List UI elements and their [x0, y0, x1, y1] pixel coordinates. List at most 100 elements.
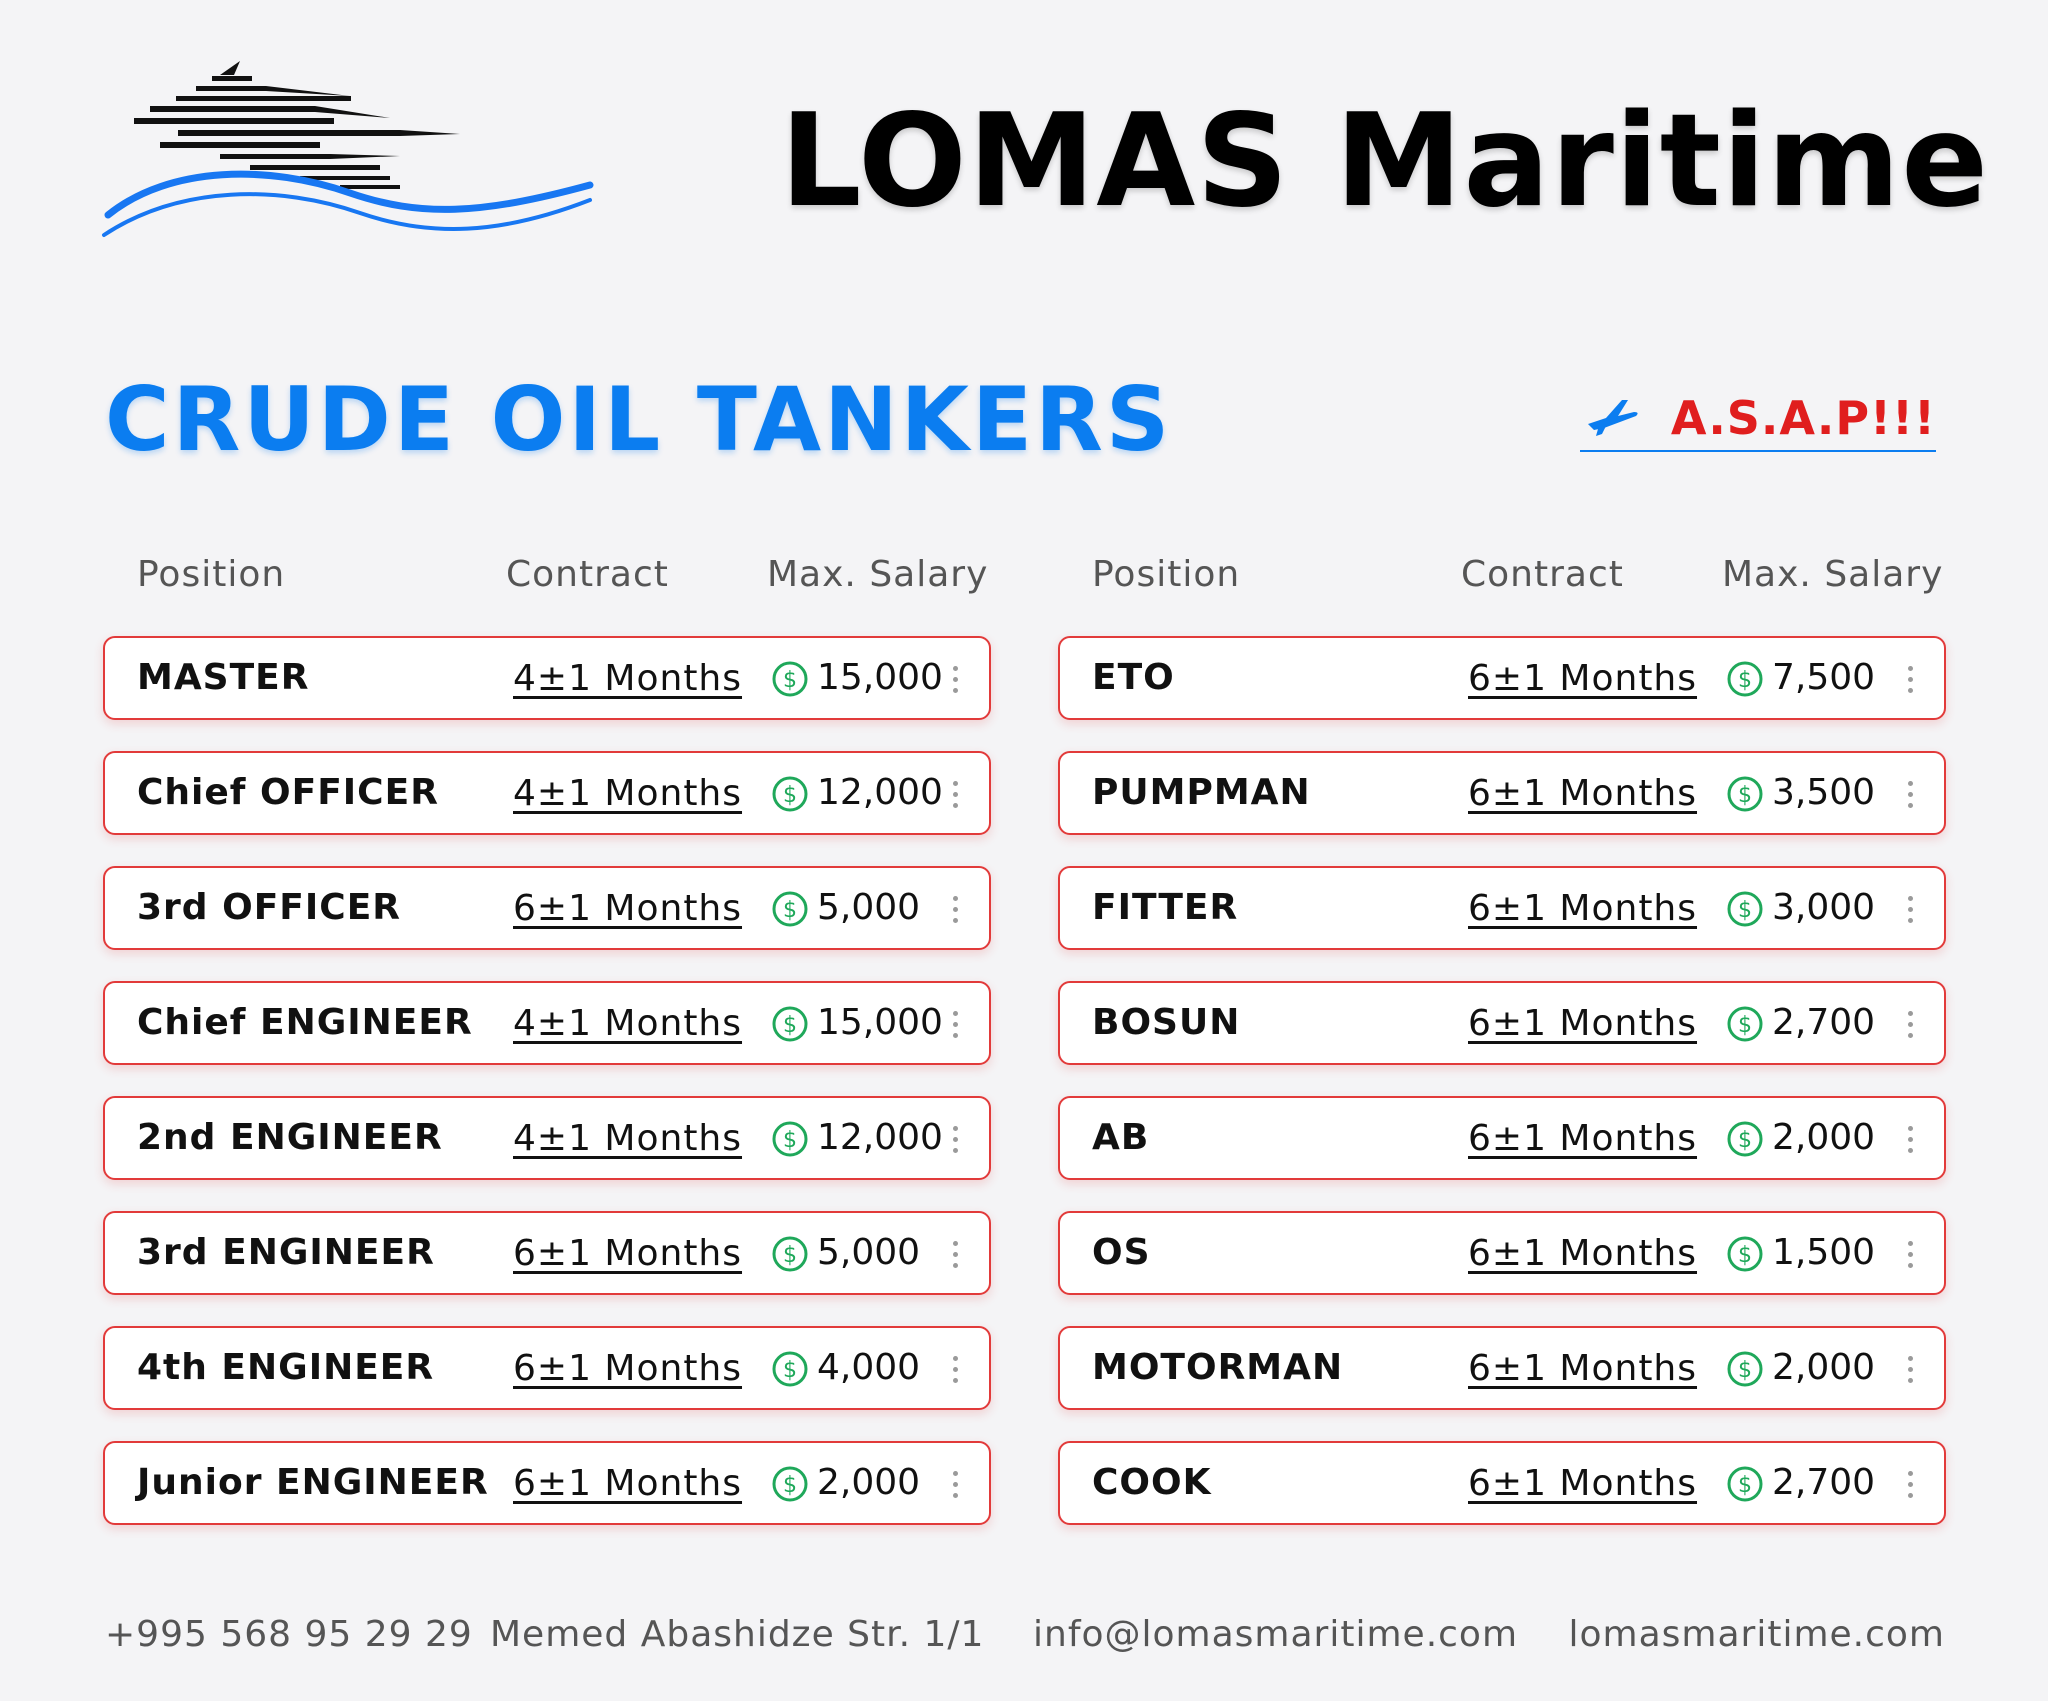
dollar-circle-icon: $	[771, 660, 809, 698]
job-row[interactable]: BOSUN 6±1 Months $2,700	[1058, 981, 1946, 1065]
more-options-icon[interactable]	[1906, 1241, 1914, 1269]
dollar-circle-icon: $	[771, 1120, 809, 1158]
dollar-circle-icon: $	[1726, 1005, 1764, 1043]
ship-on-waves-logo	[100, 55, 600, 255]
svg-text:$: $	[783, 668, 797, 693]
job-salary: 2,700	[1772, 1002, 1876, 1043]
dollar-circle-icon: $	[1726, 775, 1764, 813]
more-options-icon[interactable]	[1906, 896, 1914, 924]
job-position: MASTER	[137, 657, 310, 698]
more-options-icon[interactable]	[951, 1126, 959, 1154]
svg-text:$: $	[783, 1473, 797, 1498]
job-salary: 3,500	[1772, 772, 1876, 813]
asap-label: A.S.A.P!!!	[1670, 391, 1936, 445]
job-row[interactable]: MASTER 4±1 Months $15,000	[103, 636, 991, 720]
svg-text:$: $	[783, 1128, 797, 1153]
job-contract-link[interactable]: 6±1 Months	[513, 1233, 743, 1274]
svg-text:$: $	[1738, 1358, 1752, 1383]
header-contract: Contract	[1461, 554, 1624, 595]
job-position: MOTORMAN	[1092, 1347, 1344, 1388]
more-options-icon[interactable]	[951, 1471, 959, 1499]
job-salary: 5,000	[817, 1232, 921, 1273]
more-options-icon[interactable]	[1906, 781, 1914, 809]
job-row[interactable]: MOTORMAN 6±1 Months $2,000	[1058, 1326, 1946, 1410]
job-position: 2nd ENGINEER	[137, 1117, 443, 1158]
job-position: 3rd OFFICER	[137, 887, 402, 928]
footer-website[interactable]: lomasmaritime.com	[1568, 1614, 1945, 1655]
job-salary: 15,000	[817, 657, 943, 698]
dollar-circle-icon: $	[771, 775, 809, 813]
svg-text:$: $	[1738, 1128, 1752, 1153]
dollar-circle-icon: $	[1726, 1350, 1764, 1388]
job-row[interactable]: Chief OFFICER 4±1 Months $12,000	[103, 751, 991, 835]
job-contract-link[interactable]: 6±1 Months	[1468, 1003, 1698, 1044]
job-contract-link[interactable]: 4±1 Months	[513, 1118, 743, 1159]
more-options-icon[interactable]	[951, 1011, 959, 1039]
urgency-banner: A.S.A.P!!!	[1580, 388, 1936, 452]
job-salary: 2,000	[817, 1462, 921, 1503]
header-position: Position	[137, 554, 286, 595]
job-contract-link[interactable]: 6±1 Months	[513, 1348, 743, 1389]
job-contract-link[interactable]: 6±1 Months	[513, 1463, 743, 1504]
job-contract-link[interactable]: 6±1 Months	[1468, 658, 1698, 699]
job-row[interactable]: 3rd ENGINEER 6±1 Months $5,000	[103, 1211, 991, 1295]
job-contract-link[interactable]: 4±1 Months	[513, 1003, 743, 1044]
job-row[interactable]: Chief ENGINEER 4±1 Months $15,000	[103, 981, 991, 1065]
job-row[interactable]: OS 6±1 Months $1,500	[1058, 1211, 1946, 1295]
job-position: 3rd ENGINEER	[137, 1232, 435, 1273]
job-row[interactable]: PUMPMAN 6±1 Months $3,500	[1058, 751, 1946, 835]
job-position: OS	[1092, 1232, 1151, 1273]
job-contract-link[interactable]: 6±1 Months	[1468, 1233, 1698, 1274]
more-options-icon[interactable]	[1906, 1126, 1914, 1154]
job-salary: 12,000	[817, 772, 943, 813]
svg-text:$: $	[1738, 1013, 1752, 1038]
brand-title: LOMAS Maritime	[780, 87, 1989, 236]
job-list-left: MASTER 4±1 Months $15,000 Chief OFFICER 4±1 …	[103, 636, 991, 1525]
job-row[interactable]: COOK 6±1 Months $2,700	[1058, 1441, 1946, 1525]
job-contract-link[interactable]: 6±1 Months	[1468, 1348, 1698, 1389]
job-contract-link[interactable]: 4±1 Months	[513, 658, 743, 699]
dollar-circle-icon: $	[771, 1235, 809, 1273]
header-salary: Max. Salary	[1722, 554, 1944, 595]
section-title: CRUDE OIL TANKERS	[105, 368, 1173, 471]
job-contract-link[interactable]: 6±1 Months	[513, 888, 743, 929]
job-row[interactable]: FITTER 6±1 Months $3,000	[1058, 866, 1946, 950]
job-contract-link[interactable]: 6±1 Months	[1468, 888, 1698, 929]
job-row[interactable]: Junior ENGINEER 6±1 Months $2,000	[103, 1441, 991, 1525]
job-row[interactable]: 2nd ENGINEER 4±1 Months $12,000	[103, 1096, 991, 1180]
job-position: 4th ENGINEER	[137, 1347, 435, 1388]
dollar-circle-icon: $	[1726, 1465, 1764, 1503]
jobs-column-right: Position Contract Max. Salary ETO 6±1 Mon…	[1058, 540, 1946, 1556]
footer-email[interactable]: info@lomasmaritime.com	[1033, 1614, 1519, 1655]
header-contract: Contract	[506, 554, 669, 595]
more-options-icon[interactable]	[1906, 1356, 1914, 1384]
jobs-column-left: Position Contract Max. Salary MASTER 4±1 …	[103, 540, 991, 1556]
job-position: COOK	[1092, 1462, 1212, 1503]
job-contract-link[interactable]: 6±1 Months	[1468, 1118, 1698, 1159]
job-row[interactable]: AB 6±1 Months $2,000	[1058, 1096, 1946, 1180]
job-row[interactable]: ETO 6±1 Months $7,500	[1058, 636, 1946, 720]
svg-text:$: $	[1738, 1243, 1752, 1268]
job-contract-link[interactable]: 6±1 Months	[1468, 773, 1698, 814]
job-row[interactable]: 4th ENGINEER 6±1 Months $4,000	[103, 1326, 991, 1410]
svg-text:$: $	[783, 1013, 797, 1038]
svg-text:$: $	[783, 898, 797, 923]
job-list-right: ETO 6±1 Months $7,500 PUMPMAN 6±1 Months $3,5…	[1058, 636, 1946, 1525]
job-salary: 1,500	[1772, 1232, 1876, 1273]
more-options-icon[interactable]	[1906, 666, 1914, 694]
job-contract-link[interactable]: 4±1 Months	[513, 773, 743, 814]
more-options-icon[interactable]	[1906, 1471, 1914, 1499]
job-row[interactable]: 3rd OFFICER 6±1 Months $5,000	[103, 866, 991, 950]
job-contract-link[interactable]: 6±1 Months	[1468, 1463, 1698, 1504]
more-options-icon[interactable]	[951, 781, 959, 809]
svg-text:$: $	[783, 1243, 797, 1268]
footer-phone[interactable]: +995 568 95 29 29	[105, 1614, 473, 1655]
more-options-icon[interactable]	[1906, 1011, 1914, 1039]
more-options-icon[interactable]	[951, 1241, 959, 1269]
job-salary: 12,000	[817, 1117, 943, 1158]
more-options-icon[interactable]	[951, 896, 959, 924]
job-position: Junior ENGINEER	[137, 1462, 489, 1503]
more-options-icon[interactable]	[951, 666, 959, 694]
more-options-icon[interactable]	[951, 1356, 959, 1384]
job-position: BOSUN	[1092, 1002, 1241, 1043]
